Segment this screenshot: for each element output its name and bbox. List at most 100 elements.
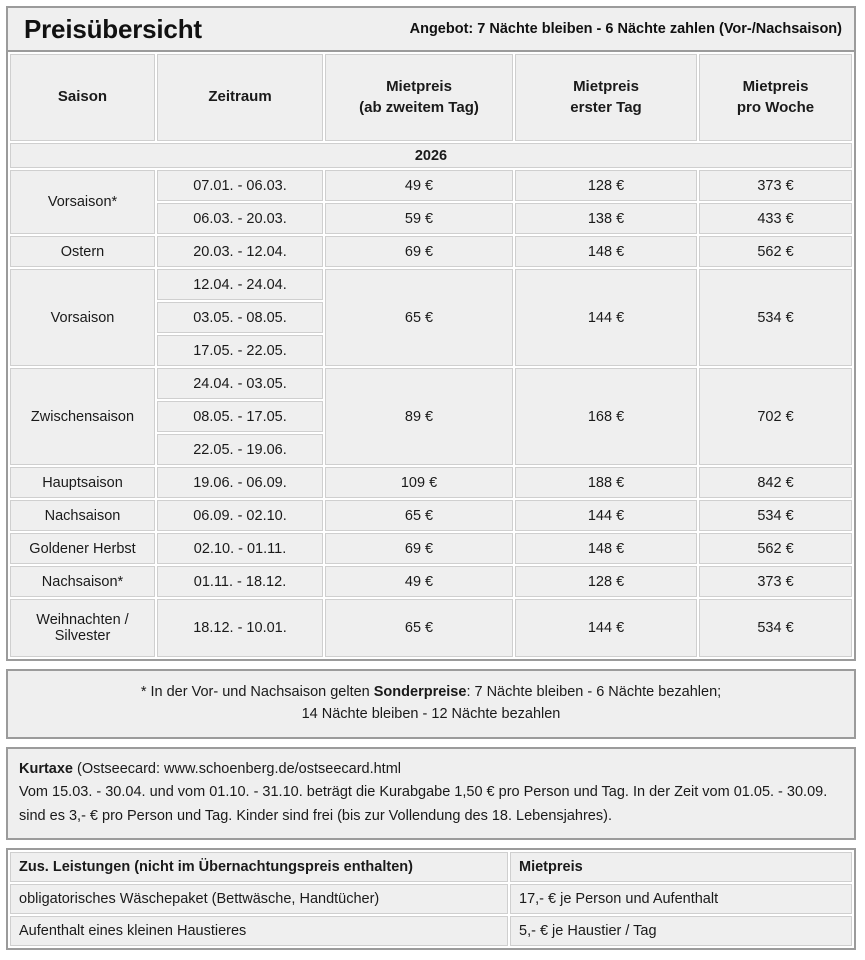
cell-saison: Weihnachten / Silvester <box>10 599 155 657</box>
header-line-2: erster Tag <box>570 98 642 116</box>
cell-zeitraum: 06.03. - 20.03. <box>157 203 323 234</box>
footnote-line1-bold: Sonderpreise <box>373 684 467 700</box>
column-header-service: Zus. Leistungen (nicht im Übernachtungsp… <box>10 852 508 883</box>
cell-preis-ab-zweitem-tag: 69 € <box>325 533 513 564</box>
header-line-1: Mietpreis <box>573 78 639 96</box>
saison-line-2: Silvester <box>54 628 111 644</box>
cell-saison: Nachsaison <box>10 500 155 531</box>
title-bar: Preisübersicht Angebot: 7 Nächte bleiben… <box>8 8 854 52</box>
offer-subtitle: Angebot: 7 Nächte bleiben - 6 Nächte zah… <box>409 21 842 37</box>
cell-preis-erster-tag: 144 € <box>515 599 697 657</box>
cell-preis-pro-woche: 373 € <box>699 566 852 597</box>
kurtaxe-info-box: Kurtaxe (Ostseecard: www.schoenberg.de/o… <box>6 746 856 841</box>
cell-price: 5,- € je Haustier / Tag <box>510 916 852 947</box>
column-header-saison: Saison <box>10 54 155 141</box>
year-row: 2026 <box>10 143 852 168</box>
cell-preis-pro-woche: 534 € <box>699 500 852 531</box>
column-header-mietpreis-erster-tag: Mietpreis erster Tag <box>515 54 697 141</box>
header-line-1: Mietpreis <box>742 78 809 96</box>
table-row: 22.05. - 19.06. <box>10 434 852 465</box>
kurtaxe-heading: Kurtaxe <box>19 760 73 777</box>
cell-preis-pro-woche: 534 € <box>699 269 852 366</box>
cell-service: Aufenthalt eines kleinen Haustieres <box>10 916 508 947</box>
cell-preis-erster-tag: 138 € <box>515 203 697 234</box>
cell-preis-pro-woche: 562 € <box>699 236 852 267</box>
table-row: Hauptsaison 19.06. - 06.09. 109 € 188 € … <box>10 467 852 498</box>
table-row: Nachsaison* 01.11. - 18.12. 49 € 128 € 3… <box>10 566 852 597</box>
column-header-zeitraum: Zeitraum <box>157 54 323 141</box>
additional-services-table: Zus. Leistungen (nicht im Übernachtungsp… <box>8 850 854 949</box>
column-header-mietpreis-pro-woche: Mietpreis pro Woche <box>699 54 852 141</box>
cell-preis-pro-woche: 433 € <box>699 203 852 234</box>
footnote-line1-prefix: * In der Vor- und Nachsaison gelten <box>140 684 374 700</box>
table-row: 08.05. - 17.05. <box>10 401 852 432</box>
table-row: 17.05. - 22.05. <box>10 335 852 366</box>
table-row: 06.03. - 20.03. 59 € 138 € 433 € <box>10 203 852 234</box>
cell-saison: Vorsaison* <box>10 170 155 234</box>
cell-preis-erster-tag: 168 € <box>515 368 697 465</box>
cell-zeitraum: 12.04. - 24.04. <box>157 269 323 300</box>
cell-price: 17,- € je Person und Aufenthalt <box>510 884 852 915</box>
cell-zeitraum: 17.05. - 22.05. <box>157 335 323 366</box>
cell-preis-pro-woche: 534 € <box>699 599 852 657</box>
cell-zeitraum: 22.05. - 19.06. <box>157 434 323 465</box>
cell-preis-ab-zweitem-tag: 109 € <box>325 467 513 498</box>
table-row: obligatorisches Wäschepaket (Bettwäsche,… <box>10 884 852 915</box>
table-row: Weihnachten / Silvester 18.12. - 10.01. … <box>10 599 852 657</box>
cell-zeitraum: 24.04. - 03.05. <box>157 368 323 399</box>
additional-services-panel: Zus. Leistungen (nicht im Übernachtungsp… <box>6 848 856 951</box>
table-row: Aufenthalt eines kleinen Haustieres 5,- … <box>10 916 852 947</box>
cell-zeitraum: 06.09. - 02.10. <box>157 500 323 531</box>
kurtaxe-body-text: Vom 15.03. - 30.04. und vom 01.10. - 31.… <box>19 784 828 824</box>
header-line-2: (ab zweitem Tag) <box>359 98 479 116</box>
cell-preis-erster-tag: 128 € <box>515 170 697 201</box>
cell-zeitraum: 19.06. - 06.09. <box>157 467 323 498</box>
table-row: Ostern 20.03. - 12.04. 69 € 148 € 562 € <box>10 236 852 267</box>
cell-preis-erster-tag: 128 € <box>515 566 697 597</box>
services-header-row: Zus. Leistungen (nicht im Übernachtungsp… <box>10 852 852 883</box>
table-row: Vorsaison* 07.01. - 06.03. 49 € 128 € 37… <box>10 170 852 234</box>
cell-preis-ab-zweitem-tag: 49 € <box>325 170 513 201</box>
cell-preis-erster-tag: 148 € <box>515 236 697 267</box>
cell-zeitraum: 02.10. - 01.11. <box>157 533 323 564</box>
price-table-header-row: Saison Zeitraum Mietpreis (ab zweitem Ta… <box>10 54 852 141</box>
special-price-footnote: * In der Vor- und Nachsaison gelten Sond… <box>6 669 856 739</box>
price-table: Saison Zeitraum Mietpreis (ab zweitem Ta… <box>8 52 854 659</box>
header-line-1: Mietpreis <box>386 78 452 96</box>
cell-saison: Goldener Herbst <box>10 533 155 564</box>
saison-line-1: Weihnachten / <box>36 612 129 628</box>
table-row: 03.05. - 08.05. <box>10 302 852 333</box>
page-title: Preisübersicht <box>24 13 202 44</box>
footnote-line1-suffix: : 7 Nächte bleiben - 6 Nächte bezahlen; <box>466 684 722 700</box>
table-row: Goldener Herbst 02.10. - 01.11. 69 € 148… <box>10 533 852 564</box>
column-header-price: Mietpreis <box>510 852 852 883</box>
cell-saison: Nachsaison* <box>10 566 155 597</box>
cell-preis-pro-woche: 842 € <box>699 467 852 498</box>
cell-preis-ab-zweitem-tag: 65 € <box>325 500 513 531</box>
cell-preis-erster-tag: 144 € <box>515 500 697 531</box>
cell-preis-pro-woche: 702 € <box>699 368 852 465</box>
cell-zeitraum: 07.01. - 06.03. <box>157 170 323 201</box>
cell-preis-ab-zweitem-tag: 89 € <box>325 368 513 465</box>
cell-preis-erster-tag: 144 € <box>515 269 697 366</box>
kurtaxe-heading-rest: (Ostseecard: www.schoenberg.de/ostseecar… <box>73 760 402 777</box>
cell-saison: Hauptsaison <box>10 467 155 498</box>
cell-zeitraum: 20.03. - 12.04. <box>157 236 323 267</box>
cell-zeitraum: 01.11. - 18.12. <box>157 566 323 597</box>
footnote-line2: 14 Nächte bleiben - 12 Nächte bezahlen <box>301 706 561 723</box>
column-header-mietpreis-ab-zweitem-tag: Mietpreis (ab zweitem Tag) <box>325 54 513 141</box>
cell-zeitraum: 08.05. - 17.05. <box>157 401 323 432</box>
cell-preis-erster-tag: 188 € <box>515 467 697 498</box>
cell-saison: Vorsaison <box>10 269 155 366</box>
cell-service: obligatorisches Wäschepaket (Bettwäsche,… <box>10 884 508 915</box>
cell-saison: Ostern <box>10 236 155 267</box>
price-table-panel: Preisübersicht Angebot: 7 Nächte bleiben… <box>6 6 856 661</box>
cell-zeitraum: 18.12. - 10.01. <box>157 599 323 657</box>
table-row: Nachsaison 06.09. - 02.10. 65 € 144 € 53… <box>10 500 852 531</box>
cell-zeitraum: 03.05. - 08.05. <box>157 302 323 333</box>
cell-preis-ab-zweitem-tag: 49 € <box>325 566 513 597</box>
cell-saison: Zwischensaison <box>10 368 155 465</box>
cell-preis-ab-zweitem-tag: 65 € <box>325 269 513 366</box>
table-row: Vorsaison 12.04. - 24.04. 65 € 144 € 534… <box>10 269 852 366</box>
